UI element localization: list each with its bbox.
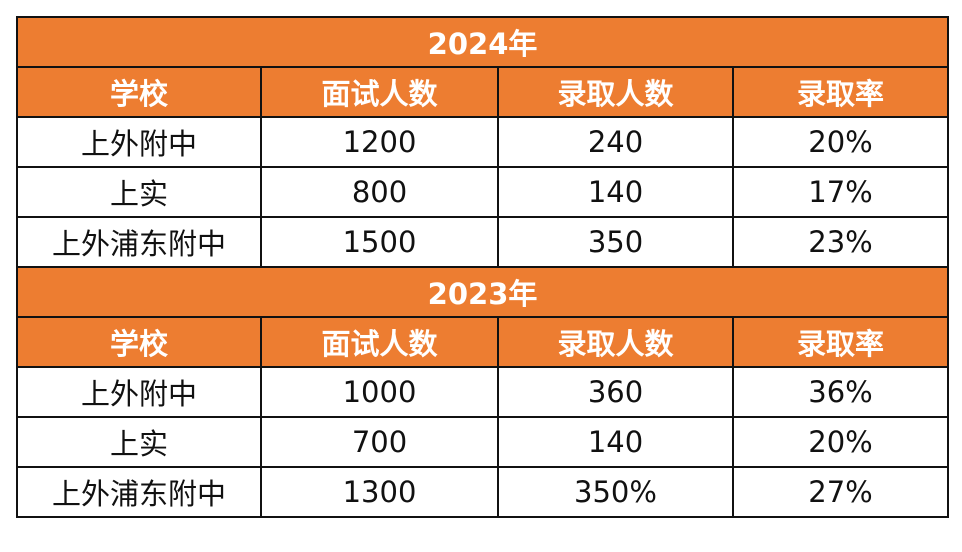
table-cell: 20%: [731, 416, 950, 468]
header-row: 学校 面试人数 录取人数 录取率: [16, 316, 950, 368]
table-row: 上外附中 1200 240 20%: [16, 116, 950, 168]
table-row: 上实 700 140 20%: [16, 416, 950, 468]
column-header: 学校: [16, 316, 262, 368]
column-header: 录取率: [731, 66, 950, 118]
table-cell: 800: [260, 166, 499, 218]
table-cell: 27%: [731, 466, 950, 518]
table-cell: 240: [497, 116, 734, 168]
table-row: 上外浦东附中 1300 350% 27%: [16, 466, 950, 518]
table-cell: 上外附中: [16, 116, 262, 168]
table-cell: 上实: [16, 166, 262, 218]
table-row: 上外附中 1000 360 36%: [16, 366, 950, 418]
admission-table: 2024年 学校 面试人数 录取人数 录取率 上外附中 1200 240 20% 上实 800 140…: [15, 16, 950, 518]
column-header: 录取率: [731, 316, 950, 368]
table-row: 上外浦东附中 1500 350 23%: [16, 216, 950, 268]
table-cell: 140: [497, 166, 734, 218]
header-row: 学校 面试人数 录取人数 录取率: [16, 66, 950, 118]
table-cell: 350%: [497, 466, 734, 518]
year-title: 2024年: [15, 16, 950, 68]
column-header: 录取人数: [497, 316, 734, 368]
year-title-row: 2023年: [15, 266, 950, 318]
table-cell: 20%: [731, 116, 950, 168]
column-header: 面试人数: [260, 316, 499, 368]
year-title-row: 2024年: [15, 16, 950, 68]
table-cell: 1000: [260, 366, 499, 418]
table-cell: 上外浦东附中: [16, 216, 262, 268]
table-cell: 350: [497, 216, 734, 268]
table-cell: 36%: [731, 366, 950, 418]
table-cell: 1200: [260, 116, 499, 168]
table-cell: 700: [260, 416, 499, 468]
column-header: 面试人数: [260, 66, 499, 118]
column-header: 录取人数: [497, 66, 734, 118]
table-row: 上实 800 140 17%: [16, 166, 950, 218]
table-cell: 上实: [16, 416, 262, 468]
table-cell: 360: [497, 366, 734, 418]
table-cell: 140: [497, 416, 734, 468]
table-cell: 1500: [260, 216, 499, 268]
table-cell: 23%: [731, 216, 950, 268]
column-header: 学校: [16, 66, 262, 118]
table-cell: 1300: [260, 466, 499, 518]
table-cell: 上外附中: [16, 366, 262, 418]
table-cell: 上外浦东附中: [16, 466, 262, 518]
year-title: 2023年: [15, 266, 950, 318]
table-cell: 17%: [731, 166, 950, 218]
